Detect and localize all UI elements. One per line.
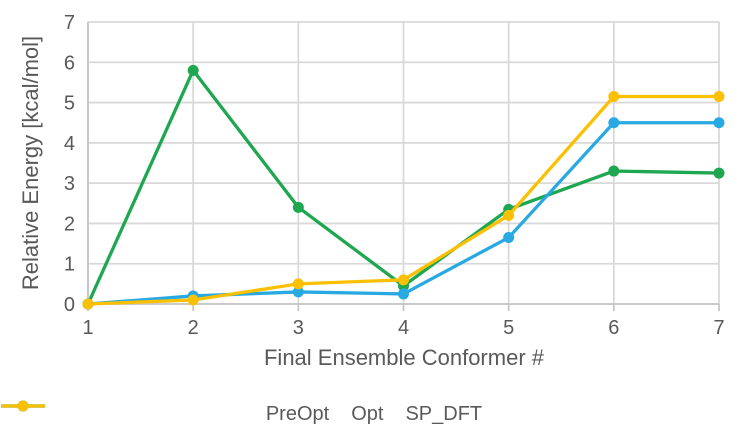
legend-item-PreOpt: PreOpt [1,400,330,425]
data-point-Opt-3 [292,286,304,298]
x-tick-label-4: 4 [398,317,409,339]
x-tick-label-5: 5 [503,317,514,339]
y-axis-title: Relative Energy [kcal/mol] [18,35,43,291]
legend-label: PreOpt [265,403,330,425]
y-tick-label-7: 7 [64,12,75,34]
data-point-SP_DFT-5 [503,209,515,221]
legend-label: Opt [351,403,384,425]
y-tick-label-4: 4 [64,133,75,155]
data-point-PreOpt-7 [713,167,725,179]
data-point-SP_DFT-3 [292,278,304,290]
data-point-Opt-5 [503,232,515,244]
legend-item-SP_DFT: SP_DFT [1,400,483,425]
data-point-PreOpt-6 [608,165,620,177]
legend-marker-icon [1,400,45,412]
x-tick-label-3: 3 [293,317,304,339]
data-point-SP_DFT-2 [187,294,199,306]
data-point-SP_DFT-4 [398,274,409,286]
y-tick-label-3: 3 [64,173,75,195]
x-axis-title: Final Ensemble Conformer # [263,345,545,370]
x-tick-label-1: 1 [82,317,93,339]
legend-item-Opt: Opt [1,400,384,425]
y-tick-label-6: 6 [64,52,75,74]
x-tick-label-2: 2 [188,317,199,339]
y-tick-label-0: 0 [64,294,75,316]
y-tick-label-1: 1 [64,254,75,276]
x-tick-label-7: 7 [713,317,724,339]
legend-label: SP_DFT [405,403,483,425]
data-point-Opt-7 [713,117,725,129]
data-point-Opt-6 [608,117,620,129]
y-tick-label-5: 5 [64,93,75,115]
data-point-SP_DFT-7 [713,91,725,103]
x-tick-label-6: 6 [608,317,619,339]
data-point-PreOpt-2 [187,64,199,76]
y-tick-label-2: 2 [64,213,75,235]
data-point-SP_DFT-6 [608,91,620,103]
data-point-SP_DFT-1 [82,298,94,310]
data-point-Opt-4 [398,288,409,300]
data-point-PreOpt-3 [292,201,304,213]
legend: PreOpt Opt SP_DFT [0,399,748,429]
